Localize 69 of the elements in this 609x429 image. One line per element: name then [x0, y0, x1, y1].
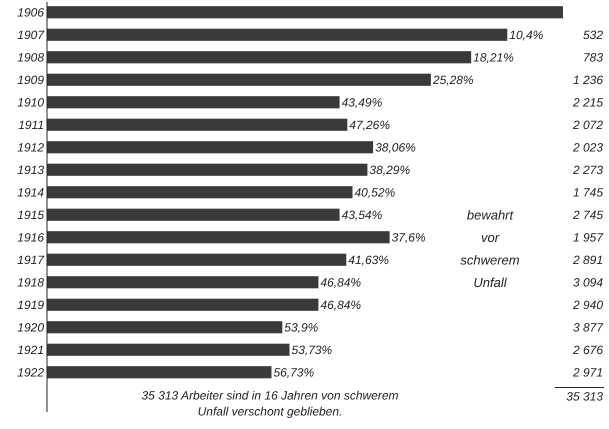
annotation: 37,6% — [392, 230, 426, 244]
bar — [47, 366, 272, 378]
text: 35 313 — [566, 390, 604, 404]
bar — [47, 231, 390, 244]
bar — [47, 321, 282, 334]
text: 2 072 — [572, 118, 604, 132]
bar — [47, 298, 318, 311]
text: 1 745 — [572, 185, 604, 200]
text: 2 273 — [572, 162, 604, 177]
bar — [47, 186, 352, 198]
bar — [47, 28, 508, 41]
y-tick-label: 1908 — [17, 50, 44, 64]
y-tick-label: 1920 — [17, 320, 44, 334]
y-tick-label: 1911 — [18, 118, 44, 132]
annotation: 46,84% — [320, 298, 362, 312]
annotation: 41,63% — [348, 252, 390, 267]
annotation: 18,21% — [473, 50, 514, 64]
text: 2 891 — [572, 252, 603, 267]
annotation: 38,29% — [369, 162, 410, 177]
y-tick-label: 1921 — [17, 342, 44, 357]
annotation: 47,26% — [349, 118, 390, 132]
y-tick-label: 1915 — [17, 208, 44, 222]
text: 1 957 — [572, 230, 604, 244]
annotation: 43,54% — [342, 208, 383, 222]
text: 2 971 — [572, 365, 603, 380]
bar — [47, 118, 348, 131]
text: 2 215 — [572, 95, 604, 110]
text: 532 — [582, 28, 604, 42]
y-tick-label: 1918 — [17, 275, 44, 290]
text: 3 094 — [572, 275, 604, 290]
text: 2 745 — [572, 208, 604, 222]
y-tick-label: 1909 — [17, 72, 44, 87]
text: 2 023 — [572, 140, 604, 154]
y-tick-label: 1916 — [17, 230, 44, 244]
bar — [47, 276, 318, 288]
bar — [47, 141, 374, 154]
y-tick-label: 1919 — [17, 298, 44, 312]
annotation: bewahrt vor schwerem Unfall — [460, 207, 520, 290]
bar — [47, 254, 346, 266]
y-tick-label: 1910 — [17, 95, 44, 110]
annotation: 53,73% — [292, 342, 333, 357]
y-tick-label: 1914 — [17, 185, 44, 200]
annotation: 25,28% — [432, 72, 474, 87]
bar — [47, 344, 290, 356]
annotation: 40,52% — [354, 185, 396, 200]
y-tick-label: 1922 — [17, 365, 44, 380]
text: 2 676 — [572, 342, 604, 357]
bar — [47, 51, 472, 64]
bar — [47, 208, 340, 221]
text: 783 — [582, 50, 604, 64]
bar — [47, 164, 368, 176]
annotation: 56,73% — [273, 365, 314, 380]
y-tick-label: 1906 — [17, 5, 44, 20]
annotation: 53,9% — [284, 320, 319, 334]
y-tick-label: 1917 — [17, 252, 46, 267]
bar — [47, 96, 340, 108]
y-tick-label: 1913 — [17, 162, 44, 177]
y-tick-label: 1912 — [17, 140, 44, 154]
y-tick-label: 1907 — [17, 28, 46, 42]
annotation: 38,06% — [375, 140, 416, 154]
text: 1 236 — [572, 72, 604, 87]
text: 35 313 Arbeiter sind in 16 Jahren von schwerem Unfall verschont geblieben. — [141, 388, 399, 418]
annotation: 46,84% — [320, 275, 362, 290]
bar — [47, 74, 431, 86]
annotation: 43,49% — [342, 95, 383, 110]
text: 2 940 — [572, 298, 604, 312]
bar — [47, 6, 563, 18]
text: 3 877 — [572, 320, 604, 334]
annotation: 10,4% — [509, 28, 544, 42]
